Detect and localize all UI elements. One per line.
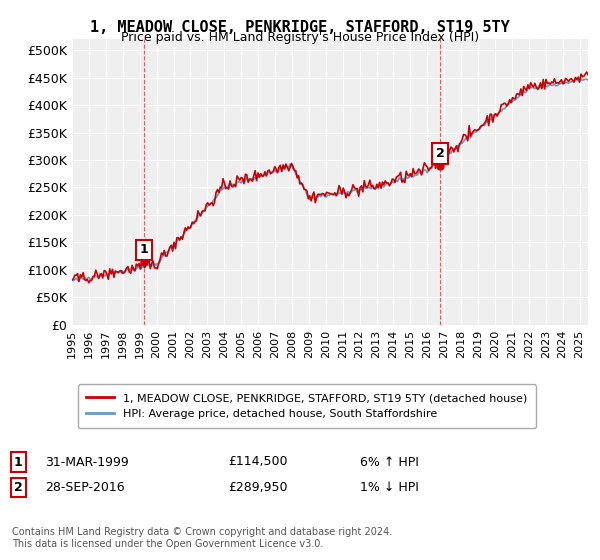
Text: 31-MAR-1999: 31-MAR-1999 [45,455,129,469]
Legend: 1, MEADOW CLOSE, PENKRIDGE, STAFFORD, ST19 5TY (detached house), HPI: Average pr: 1, MEADOW CLOSE, PENKRIDGE, STAFFORD, ST… [77,384,536,428]
Text: £114,500: £114,500 [228,455,287,469]
Text: Contains HM Land Registry data © Crown copyright and database right 2024.
This d: Contains HM Land Registry data © Crown c… [12,527,392,549]
Text: 28-SEP-2016: 28-SEP-2016 [45,480,125,494]
Text: £289,950: £289,950 [228,480,287,494]
Text: Price paid vs. HM Land Registry's House Price Index (HPI): Price paid vs. HM Land Registry's House … [121,31,479,44]
Text: 1% ↓ HPI: 1% ↓ HPI [360,480,419,494]
Text: 1: 1 [14,455,22,469]
Text: 2: 2 [14,480,22,494]
Text: 1: 1 [140,244,148,256]
Text: 1, MEADOW CLOSE, PENKRIDGE, STAFFORD, ST19 5TY: 1, MEADOW CLOSE, PENKRIDGE, STAFFORD, ST… [90,20,510,35]
Text: 6% ↑ HPI: 6% ↑ HPI [360,455,419,469]
Text: 2: 2 [436,147,445,160]
